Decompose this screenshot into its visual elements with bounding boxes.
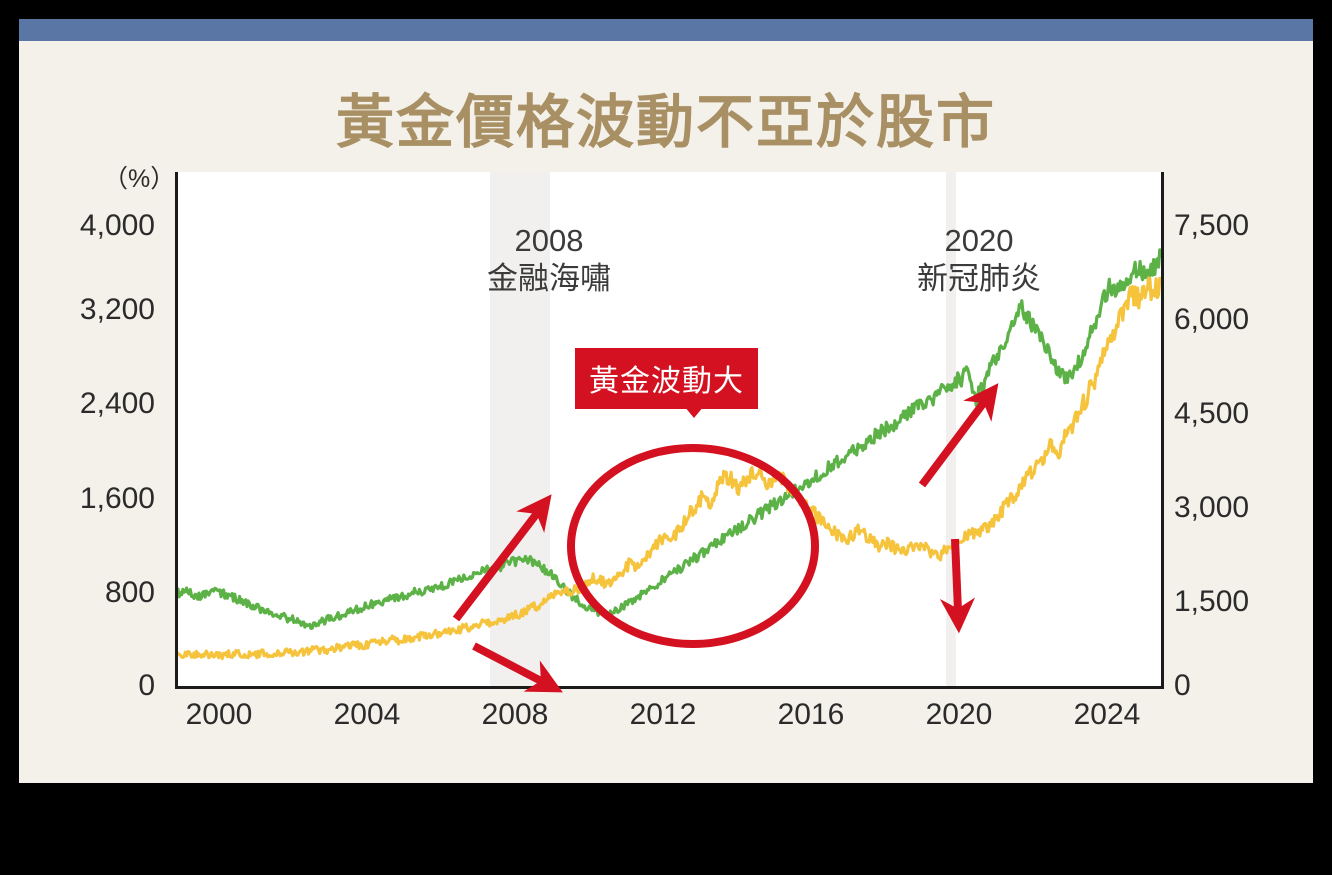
y-left-tick-2400: 2,400 — [79, 387, 155, 420]
x-tick-2008: 2008 — [481, 698, 549, 731]
y-left-tick-1600: 1,600 — [79, 482, 155, 515]
callout-tail — [679, 400, 709, 418]
event-annotation-2008: 2008 金融海嘯 — [449, 222, 649, 298]
y-right-tick-6000: 6,000 — [1174, 303, 1250, 336]
x-tick-2020: 2020 — [925, 698, 993, 731]
top-accent-bar — [19, 19, 1313, 41]
y-axis-unit-label: （%） — [103, 165, 176, 193]
event-2008-year: 2008 — [514, 223, 584, 258]
callout-badge: 黃金波動大 — [575, 348, 758, 409]
x-tick-2012: 2012 — [629, 698, 697, 731]
y-right-tick-7500: 7,500 — [1174, 209, 1250, 242]
x-tick-2004: 2004 — [333, 698, 401, 731]
x-tick-2000: 2000 — [185, 698, 253, 731]
page-title: 黃金價格波動不亞於股市 — [335, 90, 996, 155]
series-line-gold — [178, 276, 1161, 661]
y-right-tick-0: 0 — [1174, 669, 1191, 702]
y-left-tick-800: 800 — [104, 576, 155, 609]
y-right-tick-3000: 3,000 — [1174, 491, 1250, 524]
event-annotation-2020: 2020 新冠肺炎 — [879, 222, 1079, 298]
event-2020-name: 新冠肺炎 — [917, 260, 1041, 296]
y-left-tick-4000: 4,000 — [79, 209, 155, 242]
event-2020-year: 2020 — [944, 223, 1014, 258]
x-tick-2016: 2016 — [777, 698, 845, 731]
slide-canvas: 黃金價格波動不亞於股市 （%） 4,000 3,200 2,400 1,600 … — [19, 19, 1313, 783]
event-2008-name: 金融海嘯 — [487, 260, 611, 296]
y-left-tick-0: 0 — [138, 669, 155, 702]
y-right-tick-4500: 4,500 — [1174, 397, 1250, 430]
y-left-tick-3200: 3,200 — [79, 293, 155, 326]
chart-container: （%） 4,000 3,200 2,400 1,600 800 0 7,500 … — [19, 19, 1313, 783]
series-line-stock — [178, 248, 1161, 630]
y-right-tick-1500: 1,500 — [1174, 585, 1250, 618]
x-tick-2024: 2024 — [1073, 698, 1141, 731]
